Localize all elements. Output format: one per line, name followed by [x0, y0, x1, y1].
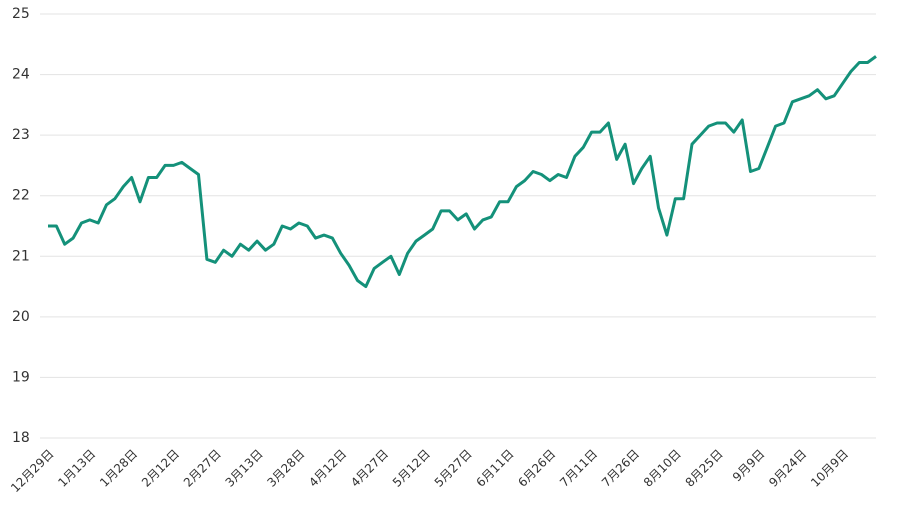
x-tick-label: 6月26日 [515, 447, 558, 490]
y-tick-label: 18 [12, 430, 30, 446]
x-tick-label: 4月12日 [306, 447, 349, 490]
x-tick-label: 3月13日 [223, 447, 266, 490]
x-tick-label: 8月10日 [641, 447, 684, 490]
y-tick-label: 21 [12, 248, 30, 264]
x-tick-label: 5月27日 [432, 447, 475, 490]
x-tick-label: 2月27日 [181, 447, 224, 490]
x-tick-label: 10月9日 [808, 447, 851, 490]
x-tick-label: 5月12日 [390, 447, 433, 490]
x-tick-label: 1月28日 [97, 447, 140, 490]
x-tick-label: 12月29日 [8, 447, 56, 495]
x-tick-label: 9月9日 [730, 447, 768, 485]
x-tick-label: 3月28日 [264, 447, 307, 490]
x-tick-label: 4月27日 [348, 447, 391, 490]
y-tick-label: 22 [12, 188, 30, 204]
y-tick-label: 24 [12, 67, 30, 83]
x-tick-label: 7月26日 [599, 447, 642, 490]
x-tick-label: 8月25日 [683, 447, 726, 490]
y-tick-label: 25 [12, 6, 30, 22]
y-tick-label: 20 [12, 309, 30, 325]
y-tick-label: 23 [12, 127, 30, 143]
y-tick-label: 19 [12, 369, 30, 385]
data-line [48, 55, 877, 289]
x-tick-label: 2月12日 [139, 447, 182, 490]
x-tick-label: 6月11日 [474, 447, 517, 490]
x-tick-label: 9月24日 [766, 447, 809, 490]
x-tick-label: 7月11日 [557, 447, 600, 490]
x-tick-label: 1月13日 [55, 447, 98, 490]
